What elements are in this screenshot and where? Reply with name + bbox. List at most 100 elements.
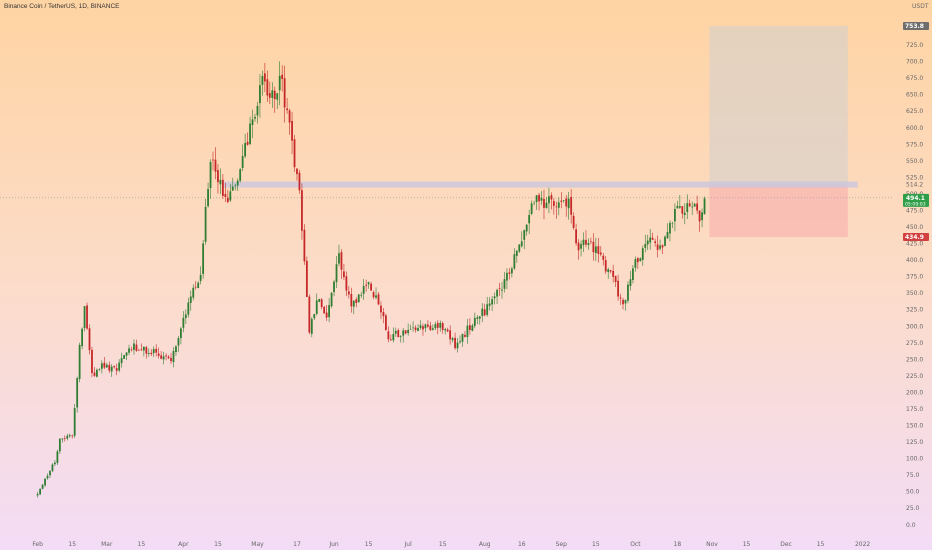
candle-body bbox=[335, 264, 338, 283]
candle-body bbox=[340, 252, 343, 270]
candle-body bbox=[184, 314, 187, 319]
candle-body bbox=[651, 237, 654, 240]
candle-body bbox=[244, 143, 247, 157]
x-tick-label: Feb bbox=[32, 541, 43, 548]
candle-body bbox=[688, 203, 691, 207]
y-tick-label: 675.0 bbox=[906, 75, 923, 82]
candle-body bbox=[286, 108, 289, 111]
candle-body bbox=[476, 317, 479, 319]
candle-body bbox=[486, 304, 489, 315]
profit-zone bbox=[709, 26, 848, 185]
candle-body bbox=[427, 324, 429, 327]
candle-body bbox=[73, 408, 76, 436]
candle-body bbox=[666, 231, 669, 239]
candle-body bbox=[328, 305, 330, 318]
candle-body bbox=[580, 244, 582, 249]
candle-body bbox=[167, 356, 170, 359]
candle-body bbox=[246, 141, 249, 145]
candle-body bbox=[528, 214, 531, 224]
candle-body bbox=[525, 224, 528, 232]
candle-body bbox=[612, 270, 615, 277]
candle-body bbox=[214, 159, 217, 172]
candle-body bbox=[320, 299, 323, 307]
candle-body bbox=[429, 325, 432, 331]
candle-body bbox=[256, 105, 259, 116]
candle-body bbox=[550, 195, 553, 200]
candle-body bbox=[661, 245, 664, 248]
candle-body bbox=[140, 349, 143, 351]
candle-body bbox=[639, 258, 642, 262]
candle-body bbox=[387, 331, 390, 340]
y-tick-label: 100.0 bbox=[906, 456, 923, 463]
candle-body bbox=[278, 75, 281, 91]
candle-body bbox=[367, 282, 370, 285]
candle-body bbox=[308, 296, 311, 333]
candle-body bbox=[431, 328, 434, 330]
candle-body bbox=[372, 292, 375, 298]
candle-body bbox=[231, 186, 234, 191]
candle-body bbox=[466, 325, 469, 338]
candle-body bbox=[632, 268, 634, 281]
x-tick-label: 2022 bbox=[855, 541, 870, 548]
candle-body bbox=[659, 245, 661, 249]
candle-body bbox=[360, 294, 363, 296]
candle-body bbox=[627, 284, 629, 301]
candle-body bbox=[162, 356, 165, 360]
candle-body bbox=[481, 308, 484, 317]
candle-body bbox=[152, 349, 155, 354]
candle-body bbox=[36, 494, 39, 496]
candle-body bbox=[212, 159, 214, 161]
candle-body bbox=[503, 279, 506, 289]
candle-body bbox=[646, 240, 649, 245]
candle-body bbox=[701, 212, 703, 221]
chart-title: Binance Coin / TetherUS, 1D, BINANCE bbox=[4, 3, 120, 10]
candle-body bbox=[147, 352, 150, 354]
candle-body bbox=[577, 242, 580, 251]
x-tick-label: Dec bbox=[780, 541, 792, 548]
candle-body bbox=[192, 287, 195, 298]
y-tick-label: 25.0 bbox=[906, 505, 920, 512]
time-axis: Feb 15 Mar 15 Apr 15 May 17 Jun 15 Jul 15 Aug 16 Sep 15… bbox=[32, 541, 870, 548]
candle-body bbox=[93, 372, 96, 376]
y-tick-label: 125.0 bbox=[906, 439, 923, 446]
candle-body bbox=[496, 289, 498, 297]
candle-body bbox=[644, 243, 647, 248]
x-tick-label: 15 bbox=[138, 541, 146, 548]
candle-body bbox=[681, 206, 684, 214]
candle-body bbox=[261, 76, 264, 85]
candle-body bbox=[157, 353, 160, 356]
candle-body bbox=[587, 243, 590, 246]
candle-body bbox=[397, 330, 400, 338]
x-tick-label: 15 bbox=[592, 541, 600, 548]
candle-body bbox=[170, 357, 172, 362]
y-tick-label: 0.0 bbox=[906, 522, 916, 529]
candle-body bbox=[49, 470, 51, 476]
candle-body bbox=[439, 322, 442, 328]
candle-body bbox=[441, 323, 444, 330]
candle-body bbox=[402, 330, 405, 336]
candle-body bbox=[202, 243, 205, 275]
candle-body bbox=[664, 236, 666, 246]
candle-body bbox=[656, 244, 659, 250]
candle-body bbox=[607, 269, 610, 272]
candle-body bbox=[83, 306, 86, 329]
x-tick-label: 15 bbox=[743, 541, 751, 548]
candle-body bbox=[347, 291, 350, 295]
y-tick-label: 700.0 bbox=[906, 59, 923, 66]
candle-body bbox=[599, 252, 602, 255]
y-tick-label: 50.0 bbox=[906, 489, 920, 496]
candle-body bbox=[691, 206, 694, 208]
candle-body bbox=[207, 189, 209, 207]
candle-body bbox=[471, 325, 474, 331]
candle-body bbox=[412, 327, 414, 329]
x-tick-label: Nov bbox=[706, 541, 718, 548]
candle-body bbox=[303, 229, 306, 262]
candle-body bbox=[389, 339, 392, 341]
y-tick-label: 200.0 bbox=[906, 389, 923, 396]
y-tick-label: 375.0 bbox=[906, 274, 923, 281]
candle-body bbox=[66, 435, 69, 439]
x-tick-label: 18 bbox=[674, 541, 682, 548]
candle-body bbox=[422, 326, 424, 330]
candle-body bbox=[199, 274, 202, 281]
